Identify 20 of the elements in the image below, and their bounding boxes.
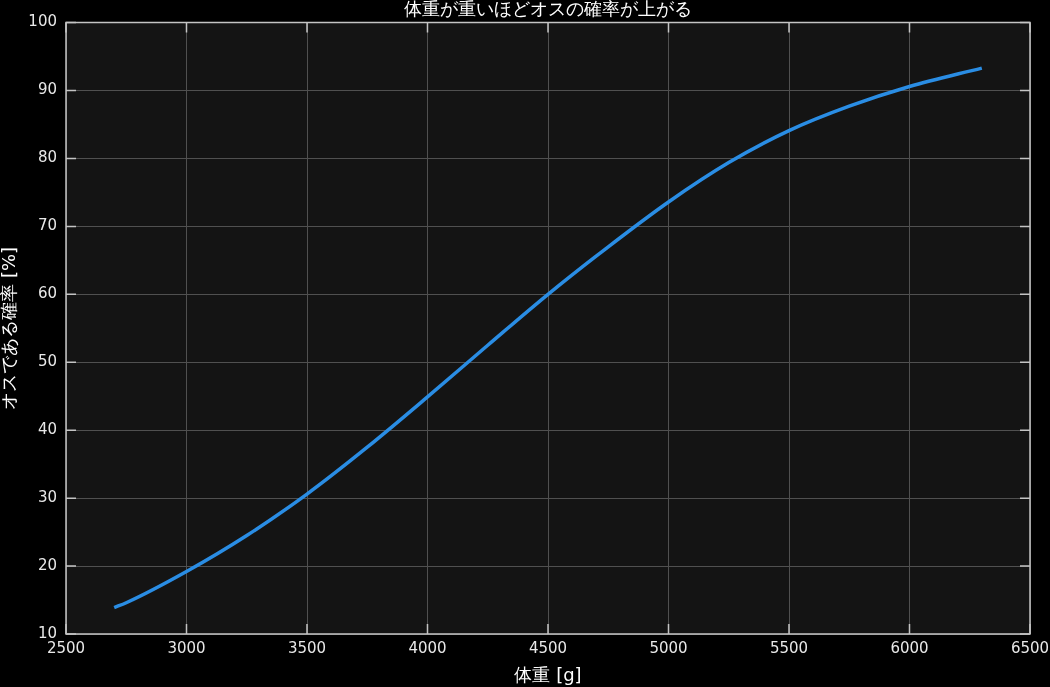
y-tick-label: 70 bbox=[37, 216, 57, 235]
x-axis-title: 体重 [g] bbox=[514, 663, 582, 685]
y-tick-label: 30 bbox=[37, 488, 57, 507]
x-tick-label: 5000 bbox=[649, 638, 688, 657]
y-tick-label: 40 bbox=[37, 420, 57, 439]
x-tick-label: 5500 bbox=[769, 638, 809, 657]
y-tick-label: 80 bbox=[37, 148, 57, 167]
y-tick-label: 50 bbox=[37, 352, 57, 371]
x-tick-label: 3000 bbox=[167, 638, 206, 657]
y-tick-label: 60 bbox=[37, 284, 57, 303]
x-tick-label: 4000 bbox=[408, 638, 447, 657]
chart-title: 体重が重いほどオスの確率が上がる bbox=[404, 0, 692, 20]
y-axis-title: オスである確率 [%] bbox=[0, 246, 20, 410]
x-tick-label: 3500 bbox=[287, 638, 327, 657]
x-tick-label: 6000 bbox=[890, 638, 929, 657]
y-tick-label: 20 bbox=[37, 555, 57, 574]
x-tick-label: 6500 bbox=[1010, 638, 1050, 657]
x-tick-label: 4500 bbox=[528, 638, 568, 657]
y-tick-label: 100 bbox=[28, 12, 57, 31]
y-tick-label: 90 bbox=[37, 80, 57, 99]
